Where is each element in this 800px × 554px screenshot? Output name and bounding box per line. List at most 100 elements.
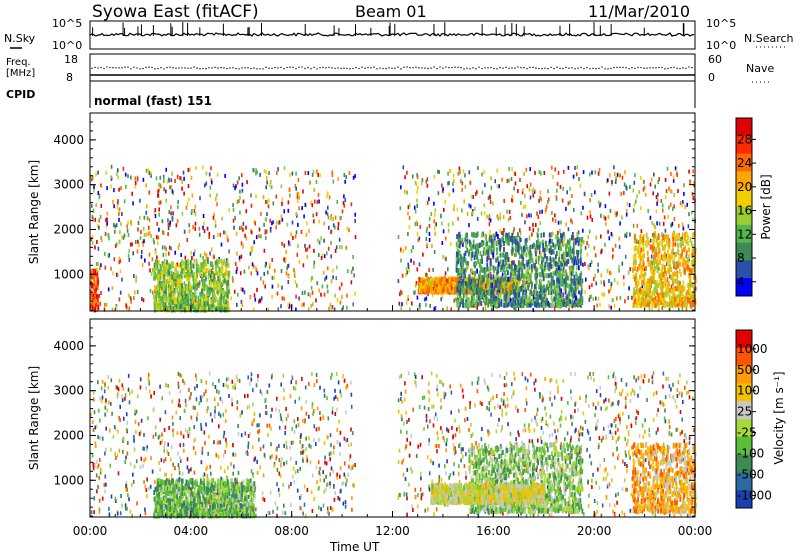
range-gate-cell [468, 170, 471, 175]
range-gate-cell [587, 244, 590, 249]
range-gate-cell [258, 227, 261, 232]
range-gate-cell [553, 262, 555, 267]
range-gate-cell [670, 223, 672, 228]
range-gate-cell [163, 306, 165, 312]
range-gate-cell [241, 303, 244, 308]
range-gate-cell [353, 273, 355, 278]
range-gate-cell [514, 172, 517, 176]
range-gate-cell [225, 266, 228, 272]
range-gate-cell [320, 256, 323, 260]
range-gate-cell [507, 295, 510, 301]
range-gate-cell [637, 240, 640, 245]
range-gate-cell [168, 288, 171, 294]
range-gate-cell [142, 226, 145, 231]
range-gate-cell [346, 226, 349, 231]
range-gate-cell [559, 228, 561, 233]
range-gate-cell [281, 217, 284, 222]
range-gate-cell [433, 226, 436, 231]
range-gate-cell [560, 237, 563, 243]
range-gate-cell [408, 203, 411, 208]
range-gate-cell [203, 301, 206, 307]
range-gate-cell [514, 291, 517, 297]
range-gate-cell [571, 257, 574, 263]
range-gate-cell [527, 259, 530, 265]
range-gate-cell [568, 283, 571, 289]
noise-panel: N.Sky 10^5 10^0 10^5 10^0 N.Search [4, 17, 794, 52]
range-gate-cell [116, 172, 118, 177]
range-gate-cell [288, 304, 291, 309]
range-gate-cell [440, 297, 442, 302]
range-gate-cell [421, 178, 424, 183]
range-gate-cell [157, 274, 160, 280]
range-gate-cell [608, 279, 610, 283]
range-gate-cell [524, 220, 526, 225]
range-gate-cell [136, 289, 139, 294]
range-gate-cell [301, 303, 303, 308]
range-gate-cell [488, 268, 491, 274]
range-gate-cell [202, 214, 205, 218]
range-gate-cell [543, 232, 545, 238]
nave-point [463, 68, 465, 70]
range-gate-cell [622, 275, 625, 280]
range-gate-cell [211, 287, 213, 293]
range-gate-cell [443, 277, 446, 283]
range-gate-cell [214, 280, 217, 286]
noise-right-tick-bottom: 10^0 [706, 39, 736, 52]
range-gate-cell [220, 287, 222, 293]
nave-point [541, 67, 543, 70]
range-gate-cell [208, 172, 211, 177]
nave-point [334, 67, 336, 70]
range-gate-cell [154, 285, 156, 290]
range-gate-cell [238, 176, 240, 181]
range-gate-cell [563, 169, 565, 174]
range-gate-cell [309, 293, 312, 298]
range-gate-cell [495, 302, 498, 307]
range-gate-cell [226, 235, 229, 240]
nave-point [586, 66, 588, 69]
range-gate-cell [165, 252, 167, 257]
range-gate-cell [175, 272, 178, 278]
nave-point [220, 66, 222, 69]
cpid-label: CPID [6, 88, 35, 101]
range-gate-cell [511, 233, 514, 238]
range-gate-cell [525, 269, 528, 275]
range-gate-cell [601, 292, 603, 297]
range-gate-cell [625, 186, 628, 190]
nave-point [91, 67, 93, 70]
range-gate-cell [502, 231, 505, 237]
range-gate-cell [146, 216, 149, 221]
range-gate-cell [128, 249, 130, 254]
nave-point [283, 67, 285, 70]
range-gate-cell [482, 231, 484, 237]
range-gate-cell [334, 293, 336, 298]
range-gate-cell [492, 239, 495, 245]
range-gate-cell [295, 171, 297, 176]
range-gate-cell [604, 242, 606, 247]
range-gate-cell [101, 238, 103, 243]
range-gate-cell [536, 267, 539, 272]
range-gate-cell [181, 295, 184, 301]
range-gate-cell [509, 282, 512, 287]
range-gate-cell [194, 204, 197, 209]
nave-point [424, 67, 426, 69]
range-gate-cell [639, 256, 642, 261]
range-gate-cell [130, 221, 133, 226]
range-gate-cell [460, 273, 463, 279]
nave-point [253, 67, 255, 69]
range-gate-cell [172, 274, 175, 280]
range-gate-cell [297, 192, 300, 197]
nave-label: Nave [746, 62, 774, 75]
range-gate-cell [433, 281, 436, 286]
range-gate-cell [152, 237, 155, 242]
range-gate-cell [176, 270, 179, 276]
range-gate-cell [619, 221, 621, 226]
range-gate-cell [308, 229, 310, 233]
range-gate-cell [148, 217, 151, 222]
range-gate-cell [684, 205, 686, 209]
range-gate-cell [185, 205, 188, 210]
range-gate-cell [270, 185, 273, 190]
nave-point [430, 67, 432, 69]
range-gate-cell [464, 281, 467, 286]
range-gate-cell [588, 229, 591, 234]
range-gate-cell [201, 276, 204, 282]
